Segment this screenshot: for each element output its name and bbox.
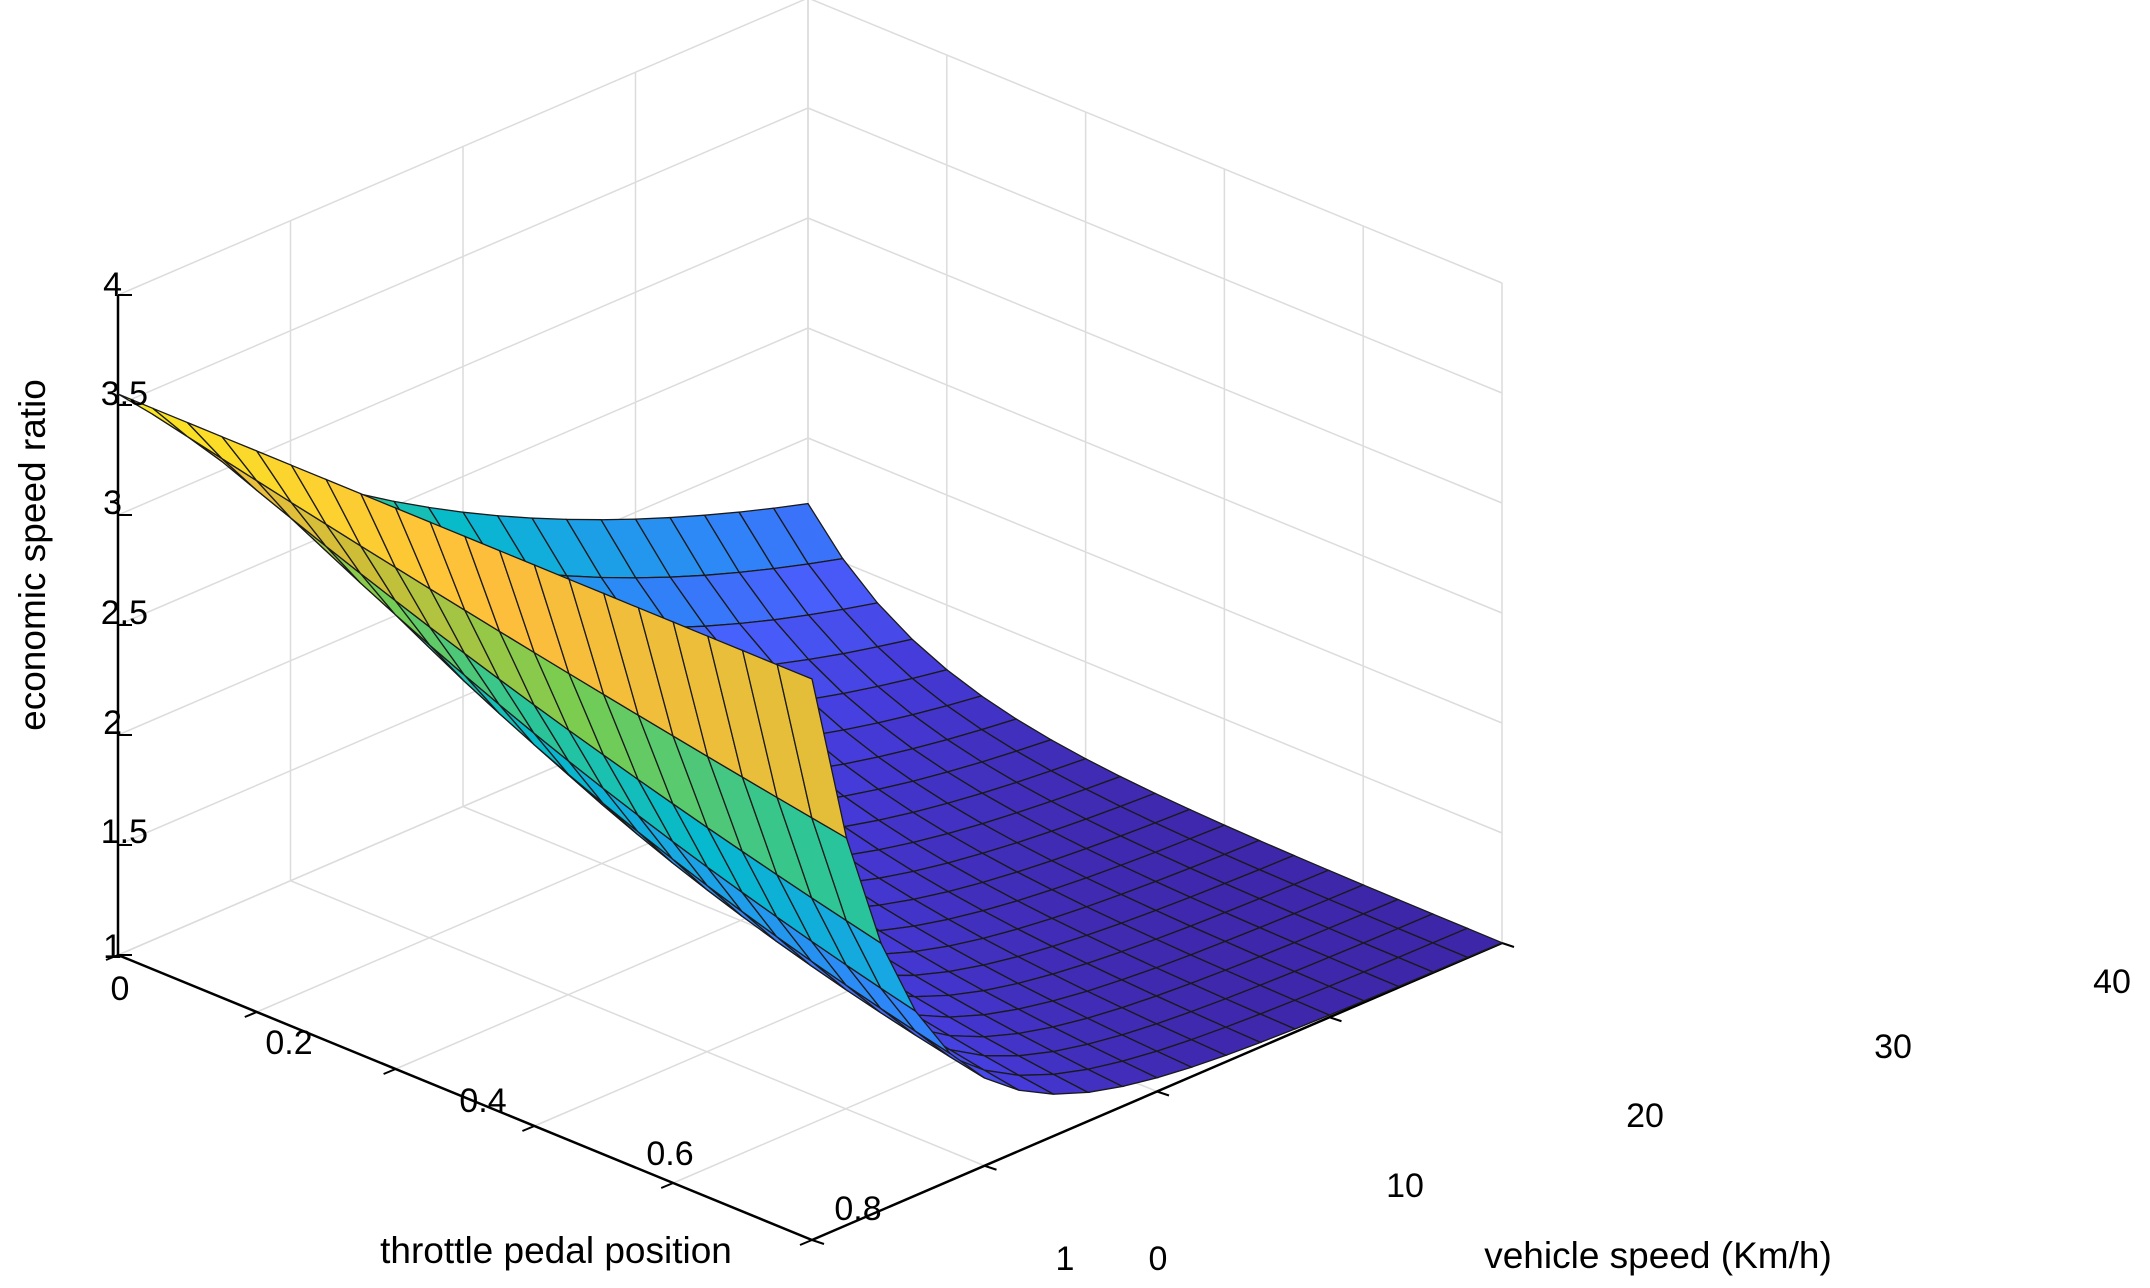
y-axis-ticks: 0 10 20 30 40 — [1149, 963, 2131, 1278]
surface-patch — [776, 663, 848, 840]
z-tick-label: 2 — [103, 704, 122, 742]
gridline — [807, 327, 1503, 614]
surface-mesh — [117, 393, 1504, 1095]
x-tick-label: 0.4 — [459, 1082, 506, 1120]
x-axis-line — [117, 953, 813, 1242]
x-axis-ticks: 0 0.2 0.4 0.6 0.8 1 — [111, 970, 1075, 1278]
z-tick-label: 4 — [103, 266, 122, 304]
x-tick-label: 0.2 — [265, 1024, 312, 1062]
y-tick-mark — [984, 1164, 997, 1171]
y-tick-label: 20 — [1626, 1097, 1664, 1135]
x-tick-mark — [244, 1011, 258, 1018]
x-axis-label: throttle pedal position — [380, 1230, 732, 1271]
y-tick-mark — [1501, 942, 1515, 948]
z-tick-label: 1.5 — [101, 813, 148, 851]
x-tick-mark — [660, 1182, 674, 1189]
z-tick-label: 2.5 — [101, 594, 148, 632]
x-tick-label: 0 — [111, 970, 130, 1008]
x-tick-mark — [799, 1239, 813, 1246]
z-axis-ticks: 1 1.5 2 2.5 3 3.5 4 — [101, 266, 148, 966]
y-tick-mark — [1329, 1016, 1342, 1023]
y-tick-mark — [811, 1239, 825, 1245]
z-axis-label: economic speed ratio — [12, 379, 53, 731]
gridline — [807, 217, 1503, 504]
gridline — [290, 880, 985, 1167]
y-tick-label: 40 — [2093, 963, 2131, 1001]
chart-axes — [105, 294, 1515, 1246]
y-tick-label: 10 — [1386, 1167, 1424, 1205]
z-tick-label: 3.5 — [101, 375, 148, 413]
x-tick-label: 1 — [1056, 1240, 1075, 1278]
y-tick-mark — [1156, 1090, 1170, 1097]
z-tick-label: 1 — [103, 928, 122, 966]
y-tick-label: 30 — [1874, 1028, 1912, 1066]
x-tick-mark — [522, 1125, 535, 1132]
x-tick-label: 0.8 — [834, 1190, 881, 1228]
y-tick-label: 0 — [1149, 1240, 1168, 1278]
x-tick-mark — [105, 954, 119, 961]
x-tick-label: 0.6 — [646, 1135, 693, 1173]
gridline — [807, 437, 1503, 724]
z-tick-label: 3 — [103, 484, 122, 522]
gridline — [807, 547, 1503, 834]
x-tick-mark — [383, 1068, 396, 1075]
gridline — [807, 107, 1503, 394]
gridline — [810, 0, 1503, 284]
y-axis-label: vehicle speed (Km/h) — [1484, 1235, 1832, 1276]
